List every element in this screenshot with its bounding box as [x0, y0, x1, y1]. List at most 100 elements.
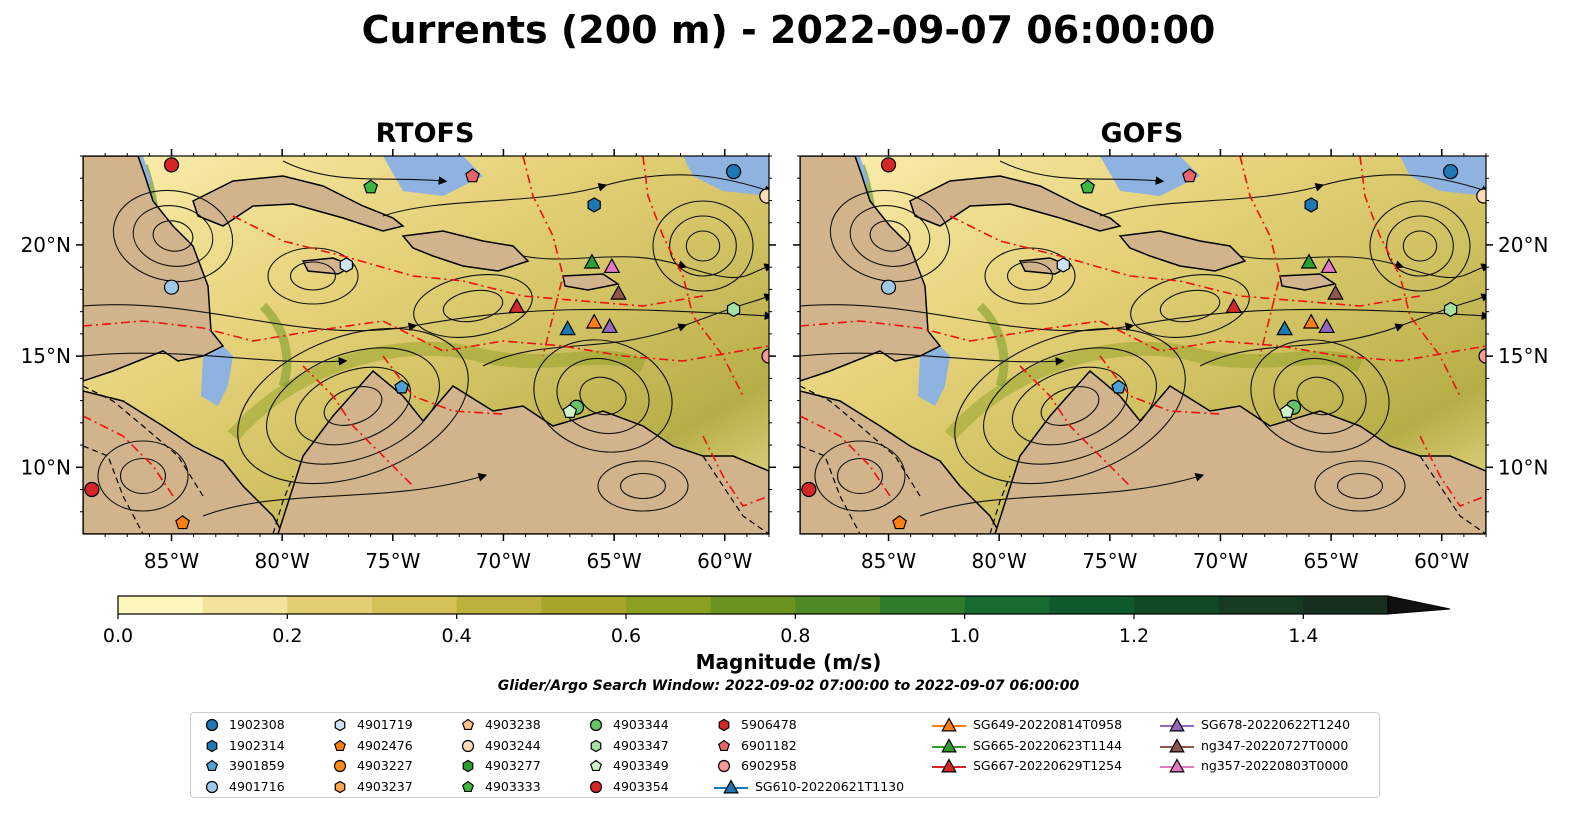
colorbar-segment: [1049, 596, 1135, 614]
legend-label: 5906478: [741, 717, 797, 732]
legend-circle: [205, 780, 219, 793]
marker-SG667: [1225, 297, 1243, 314]
colorbar-tick-label: 0.8: [780, 625, 810, 647]
streamline: [522, 255, 769, 279]
streamline: [112, 189, 234, 283]
lon-tick-label: 65°W: [586, 549, 641, 573]
legend-pentagon: [462, 780, 474, 792]
legend-marker-icon: [206, 739, 218, 752]
legend-marker-icon: [462, 759, 474, 773]
marker-4901716: [880, 279, 897, 295]
marker-ng347: [610, 284, 627, 300]
legend-item: 3901859: [201, 758, 285, 774]
lon-tick-label: 75°W: [1082, 549, 1137, 573]
legend-marker-icon: [334, 780, 346, 793]
colorbar-segment: [795, 596, 881, 614]
legend-triangle: [1169, 717, 1185, 732]
streamline: [1239, 255, 1486, 279]
eez-boundary: [1239, 156, 1281, 357]
marker-4901719: [339, 257, 353, 273]
eez-boundary: [1359, 156, 1461, 397]
legend-circle: [333, 759, 347, 773]
legend-item: 6902958: [713, 758, 797, 774]
legend-label: 4903237: [357, 778, 413, 794]
lat-tick-label: 10°N: [21, 455, 71, 479]
marker-4901719: [1056, 257, 1070, 273]
colorbar-segment: [710, 596, 796, 614]
colorbar-segment: [118, 596, 204, 614]
legend-item: SG665-20220623T1144: [931, 738, 1122, 754]
marker-SG665: [583, 253, 601, 269]
legend-hexagon: [462, 759, 474, 773]
streamline: [1099, 174, 1486, 217]
legend-item: 5906478: [713, 717, 797, 733]
legend-marker-icon: [205, 718, 219, 732]
marker-1902308: [1442, 163, 1459, 180]
country-border: [989, 475, 1011, 534]
legend-item: SG667-20220629T1254: [931, 758, 1122, 774]
legend-marker-icon: [1160, 758, 1194, 773]
marker-4903354: [801, 481, 817, 498]
streamline: [869, 220, 911, 252]
streamline: [1314, 460, 1406, 512]
colorbar-tick-label: 0.6: [611, 625, 641, 647]
colorbar-segment: [626, 596, 712, 614]
legend-item: 4903238: [457, 717, 541, 733]
shelf-water: [1100, 156, 1200, 196]
streamline: [152, 220, 194, 252]
marker-4903347: [1443, 301, 1458, 318]
legend-item: 4903244: [457, 738, 541, 754]
colorbar-frame: [117, 595, 1389, 615]
marker-4903347: [726, 301, 741, 318]
legend-pentagon: [462, 718, 474, 731]
legend-item: SG610-20220621T1130: [713, 779, 904, 795]
legend-marker-icon: [932, 758, 966, 773]
marker-4903354b: [880, 157, 897, 173]
marker-4903349: [1279, 403, 1295, 418]
legend-item: 4901716: [201, 779, 285, 795]
legend-item: SG678-20220622T1240: [1159, 717, 1350, 733]
streamline: [619, 472, 667, 500]
streamline: [119, 457, 167, 495]
streamline: [289, 261, 337, 291]
streamline: [1040, 386, 1100, 426]
colorbar-segment: [541, 596, 627, 614]
legend-triangle: [941, 737, 957, 752]
legend-marker-icon: [932, 717, 966, 732]
lat-tick-label: 20°N: [21, 233, 71, 257]
marker-4903349: [562, 403, 578, 418]
legend-marker-icon: [718, 718, 730, 732]
legend-label: 4903349: [613, 758, 669, 773]
strong-current-band: [944, 341, 1364, 441]
streamline: [97, 440, 189, 512]
legend-label: 4903344: [613, 717, 669, 732]
marker-ng347: [1327, 284, 1344, 300]
streamline: [919, 473, 1205, 517]
lon-tick-label: 60°W: [1414, 549, 1469, 573]
land-mass: [800, 390, 1001, 534]
legend-label: 1902308: [229, 717, 285, 732]
land-mass: [800, 156, 942, 382]
lon-tick-label: 80°W: [972, 549, 1027, 573]
eez-boundary: [1419, 435, 1486, 507]
legend-marker-icon: [205, 780, 219, 793]
eez-boundary: [83, 415, 174, 497]
legend-label: ng347-20220727T0000: [1201, 737, 1349, 753]
land-mass: [401, 230, 530, 272]
legend-item: 4901719: [329, 717, 413, 733]
strong-current-band: [227, 341, 647, 441]
legend-marker-icon: [206, 759, 218, 772]
streamline: [1273, 358, 1367, 434]
legend-pentagon: [206, 759, 218, 772]
streamline: [556, 358, 650, 434]
lat-tick-label: 20°N: [1498, 233, 1548, 257]
streamline: [652, 200, 754, 292]
marker-SG667: [508, 297, 526, 314]
country-border: [1419, 455, 1486, 534]
lon-tick-label: 65°W: [1303, 549, 1358, 573]
legend-circle: [461, 739, 475, 752]
legend-item: 1902314: [201, 738, 285, 754]
legend-triangle: [1169, 737, 1185, 752]
streamline: [800, 304, 1486, 332]
streamline: [954, 327, 1186, 485]
